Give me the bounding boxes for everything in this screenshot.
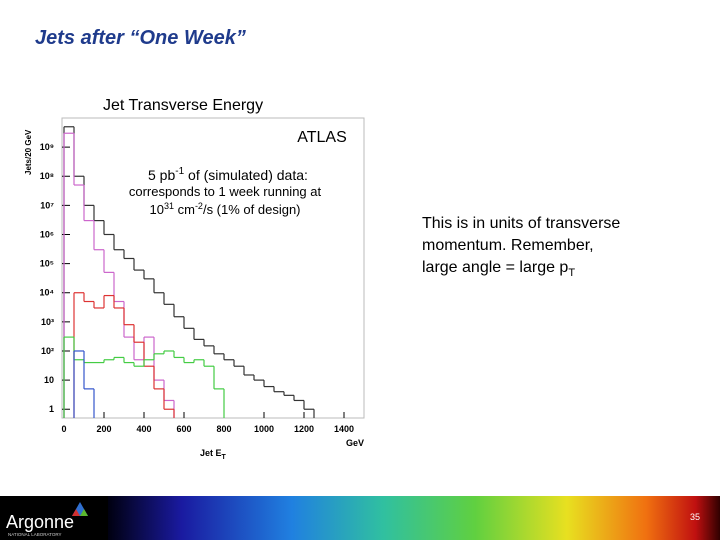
subscript: T xyxy=(222,454,227,461)
text-line: momentum. Remember, xyxy=(422,237,594,254)
text-line: This is in units of transverse xyxy=(422,215,620,232)
x-tick-label: 1400 xyxy=(334,424,354,434)
x-tick-label: 1200 xyxy=(294,424,314,434)
x-axis-label: Jet ET xyxy=(200,448,227,461)
text-line: large angle = large p xyxy=(422,259,568,276)
text: Jet E xyxy=(200,448,222,458)
text: /s (1% of design) xyxy=(203,202,301,217)
y-tick-label: 10 xyxy=(44,375,54,385)
y-tick-label: 10³ xyxy=(41,317,54,327)
page-number: 35 xyxy=(690,512,700,522)
experiment-label: ATLAS xyxy=(297,129,347,146)
text: cm xyxy=(174,202,195,217)
text: 10 xyxy=(150,202,164,217)
x-tick-label: 600 xyxy=(176,424,191,434)
x-tick-label: 0 xyxy=(61,424,66,434)
y-tick-label: 1 xyxy=(49,404,54,414)
chart-title: Jet Transverse Energy xyxy=(103,97,263,114)
plot-frame xyxy=(61,117,365,419)
superscript: -2 xyxy=(195,201,203,211)
x-tick-label: 800 xyxy=(216,424,231,434)
text: of (simulated) data: xyxy=(184,167,308,183)
y-tick-label: 10⁹ xyxy=(40,142,54,152)
y-tick-label: 10⁸ xyxy=(40,171,54,181)
superscript: -1 xyxy=(175,166,184,177)
y-tick-label: 10⁷ xyxy=(40,200,54,210)
superscript: 31 xyxy=(164,201,174,211)
x-tick-label: 1000 xyxy=(254,424,274,434)
slide-title: Jets after “One Week” xyxy=(35,27,246,49)
x-tick-label: 200 xyxy=(96,424,111,434)
footer-gradient xyxy=(108,496,720,540)
y-tick-label: 10⁴ xyxy=(40,288,54,298)
logo-icon xyxy=(80,509,88,516)
y-tick-label: 10⁵ xyxy=(40,259,54,269)
note: corresponds to 1 week running at xyxy=(129,184,322,199)
logo-subtext: NATIONAL LABORATORY xyxy=(8,532,62,537)
text: 5 pb xyxy=(148,167,175,183)
x-tick-label: 400 xyxy=(136,424,151,434)
side-text: This is in units of transverse momentum.… xyxy=(422,215,625,279)
luminosity-note: 5 pb-1 of (simulated) data: xyxy=(148,166,308,183)
note: 1031 cm-2/s (1% of design) xyxy=(150,201,301,217)
y-axis-label: Jets/20 GeV xyxy=(24,129,33,175)
x-unit: GeV xyxy=(346,438,364,448)
subscript: T xyxy=(568,267,575,279)
logo-text: Argonne xyxy=(6,512,74,532)
y-tick-label: 10⁶ xyxy=(40,229,54,239)
y-tick-label: 10² xyxy=(41,346,54,356)
logo-icon xyxy=(72,509,80,516)
